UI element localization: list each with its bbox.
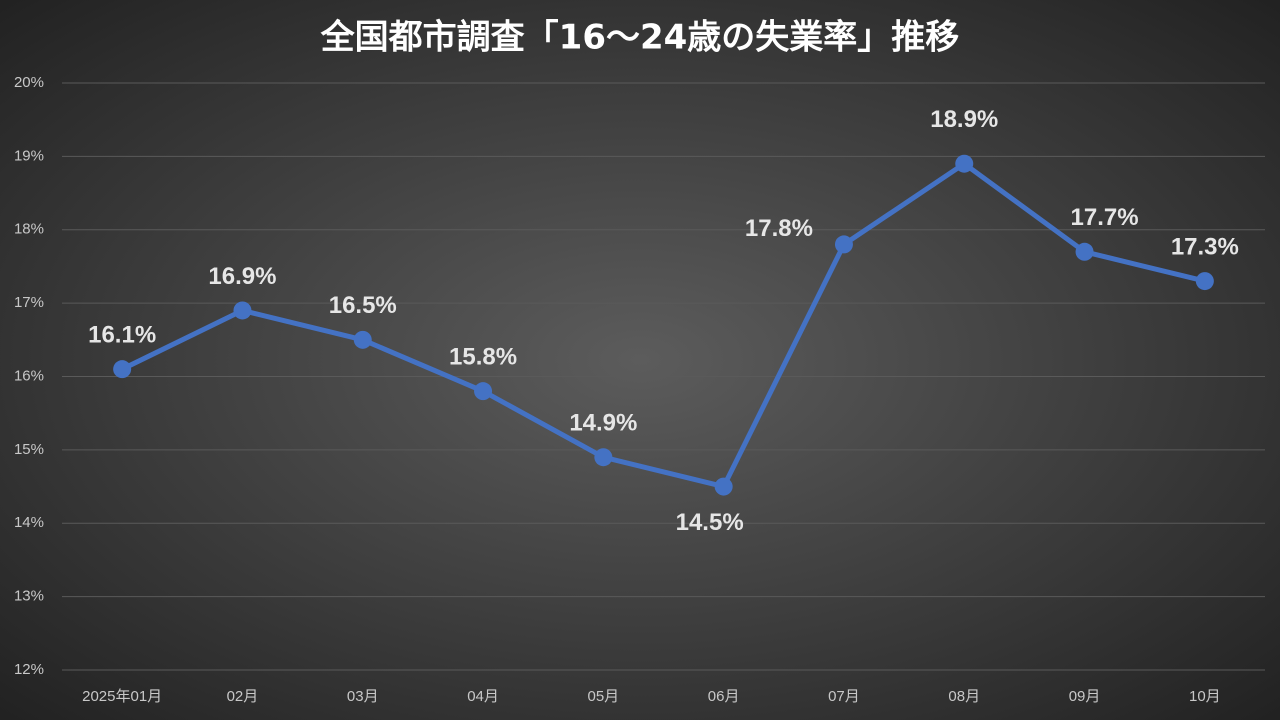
- data-label: 14.9%: [569, 410, 637, 437]
- y-tick-label: 19%: [14, 147, 44, 164]
- data-label: 17.3%: [1171, 233, 1239, 260]
- point: [1195, 272, 1214, 291]
- y-tick-label: 20%: [14, 74, 44, 91]
- x-tick-label: 09月: [1069, 688, 1101, 705]
- data-label: 17.8%: [745, 215, 813, 242]
- point: [353, 330, 372, 349]
- point: [714, 477, 733, 496]
- point: [113, 360, 132, 379]
- point: [834, 235, 853, 254]
- y-tick-label: 15%: [14, 441, 44, 458]
- y-tick-label: 12%: [14, 661, 44, 678]
- x-tick-label: 10月: [1189, 688, 1221, 705]
- y-tick-label: 18%: [14, 221, 44, 238]
- point: [474, 382, 493, 401]
- x-tick-label: 08月: [948, 688, 980, 705]
- chart-title: 全国都市調査「16～24歳の失業率」推移: [320, 18, 960, 58]
- x-tick-label: 03月: [347, 688, 379, 705]
- x-tick-label: 02月: [227, 688, 259, 705]
- data-label: 16.9%: [208, 263, 276, 290]
- data-label: 17.7%: [1071, 204, 1139, 231]
- data-label: 14.5%: [676, 509, 744, 536]
- y-tick-label: 14%: [14, 514, 44, 531]
- x-tick-label: 05月: [588, 688, 620, 705]
- point: [955, 154, 974, 173]
- x-tick-label: 04月: [467, 688, 499, 705]
- data-label: 18.9%: [930, 106, 998, 133]
- data-label: 16.1%: [88, 322, 156, 349]
- y-tick-label: 13%: [14, 588, 44, 605]
- x-tick-label: 2025年01月: [82, 688, 162, 705]
- point: [594, 448, 613, 467]
- y-tick-label: 16%: [14, 367, 44, 384]
- point: [1075, 242, 1094, 261]
- y-tick-label: 17%: [14, 294, 44, 311]
- x-tick-label: 06月: [708, 688, 740, 705]
- data-label: 16.5%: [329, 292, 397, 319]
- x-tick-label: 07月: [828, 688, 860, 705]
- point: [233, 301, 252, 320]
- line: [121, 161, 1206, 490]
- data-label: 15.8%: [449, 344, 517, 371]
